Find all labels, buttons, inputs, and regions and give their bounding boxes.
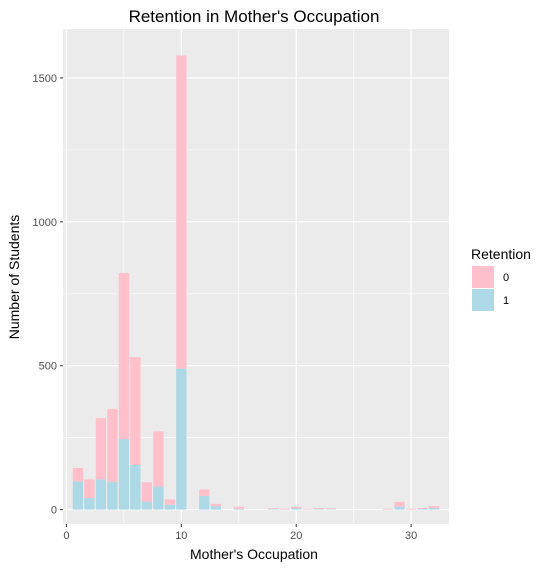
bar-segment-retention-0 bbox=[417, 507, 428, 510]
bar-segment-retention-1 bbox=[199, 495, 210, 510]
bar-segment-retention-0 bbox=[199, 489, 210, 496]
bar-segment-retention-0 bbox=[84, 479, 95, 499]
x-tick-label: 30 bbox=[405, 530, 417, 542]
bar-segment-retention-0 bbox=[141, 482, 153, 502]
bar-segment-retention-1 bbox=[417, 509, 428, 510]
bar-segment-retention-1 bbox=[153, 486, 164, 510]
y-tick-label: 0 bbox=[51, 505, 57, 517]
x-tick-label: 0 bbox=[63, 530, 69, 542]
bar-segment-retention-0 bbox=[314, 507, 325, 510]
bar-segment-retention-0 bbox=[153, 431, 164, 487]
bar-segment-retention-0 bbox=[394, 501, 405, 507]
bar-segment-retention-0 bbox=[325, 508, 336, 510]
legend-key-0 bbox=[472, 266, 494, 288]
legend-label-1: 1 bbox=[503, 295, 509, 307]
bar-segment-retention-0 bbox=[118, 273, 130, 440]
legend-label-0: 0 bbox=[503, 272, 509, 284]
legend-key-1 bbox=[472, 289, 494, 311]
bar-segment-retention-1 bbox=[118, 439, 130, 510]
bar-segment-retention-1 bbox=[210, 506, 221, 510]
bar-segment-retention-1 bbox=[130, 465, 141, 510]
bar-segment-retention-0 bbox=[405, 508, 417, 510]
bar-segment-retention-0 bbox=[302, 509, 313, 510]
bars bbox=[72, 55, 440, 510]
bar-segment-retention-0 bbox=[164, 499, 176, 505]
bar-segment-retention-0 bbox=[233, 506, 244, 509]
bar-segment-retention-0 bbox=[291, 506, 302, 509]
x-tick-label: 10 bbox=[175, 530, 187, 542]
legend-items: 01 bbox=[472, 266, 509, 311]
bar-segment-retention-1 bbox=[314, 509, 325, 510]
legend: Retention 01 bbox=[471, 246, 531, 311]
bar-segment-retention-0 bbox=[176, 55, 187, 369]
bar-segment-retention-0 bbox=[279, 508, 290, 510]
y-tick-label: 500 bbox=[39, 361, 57, 373]
bar-segment-retention-1 bbox=[141, 501, 153, 510]
bar-segment-retention-1 bbox=[84, 498, 95, 510]
bar-segment-retention-1 bbox=[268, 509, 279, 510]
bar-segment-retention-0 bbox=[210, 503, 221, 507]
legend-title: Retention bbox=[471, 246, 531, 262]
y-axis-title: Number of Students bbox=[6, 215, 22, 340]
bar-segment-retention-1 bbox=[291, 508, 302, 510]
bar-segment-retention-0 bbox=[130, 357, 141, 466]
bar-segment-retention-1 bbox=[164, 504, 176, 510]
bar-segment-retention-1 bbox=[95, 479, 107, 510]
bar-segment-retention-0 bbox=[95, 418, 107, 480]
bar-segment-retention-0 bbox=[382, 508, 394, 510]
bar-segment-retention-1 bbox=[233, 508, 244, 510]
x-axis-title: Mother's Occupation bbox=[190, 546, 318, 562]
y-tick-label: 1500 bbox=[33, 73, 57, 85]
bar-segment-retention-1 bbox=[107, 481, 118, 510]
bar-segment-retention-1 bbox=[72, 481, 84, 510]
y-axis-ticks: 0 500 1000 1500 bbox=[33, 73, 63, 517]
bar-segment-retention-0 bbox=[428, 506, 440, 509]
x-tick-label: 20 bbox=[290, 530, 302, 542]
bar-segment-retention-1 bbox=[394, 506, 405, 510]
bar-segment-retention-0 bbox=[72, 467, 84, 482]
x-axis-ticks: 0 10 20 30 bbox=[63, 524, 417, 542]
bar-segment-retention-1 bbox=[428, 508, 440, 510]
bar-segment-retention-0 bbox=[107, 408, 118, 482]
chart-title: Retention in Mother's Occupation bbox=[129, 7, 380, 26]
bar-segment-retention-1 bbox=[176, 368, 187, 510]
bar-segment-retention-0 bbox=[268, 508, 279, 510]
y-tick-label: 1000 bbox=[33, 217, 57, 229]
